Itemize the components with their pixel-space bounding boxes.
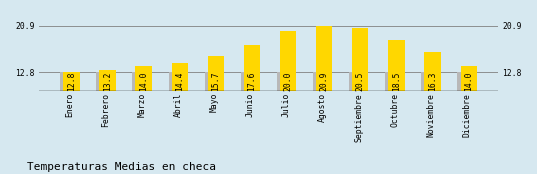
Bar [208, 56, 224, 92]
Text: 14.4: 14.4 [175, 71, 184, 91]
Bar [349, 73, 355, 92]
Bar [424, 52, 441, 92]
Bar [133, 73, 139, 92]
Bar [135, 66, 152, 92]
Bar [458, 73, 464, 92]
Text: 14.0: 14.0 [139, 71, 148, 91]
Text: 20.0: 20.0 [284, 71, 293, 91]
Bar [63, 73, 79, 92]
Bar [277, 73, 284, 92]
Bar [172, 63, 188, 92]
Text: 17.6: 17.6 [248, 71, 257, 91]
Text: 16.3: 16.3 [428, 71, 437, 91]
Bar [385, 73, 392, 92]
Text: 20.5: 20.5 [356, 71, 365, 91]
Bar [352, 28, 368, 92]
Text: 15.7: 15.7 [212, 71, 220, 91]
Bar [280, 31, 296, 92]
Bar [99, 70, 115, 92]
Bar [60, 73, 67, 92]
Text: 14.0: 14.0 [464, 71, 473, 91]
Bar [461, 66, 477, 92]
Bar [388, 40, 404, 92]
Text: 20.9: 20.9 [320, 71, 329, 91]
Text: Temperaturas Medias en checa: Temperaturas Medias en checa [27, 162, 216, 172]
Text: 13.2: 13.2 [103, 71, 112, 91]
Bar [205, 73, 211, 92]
Bar [244, 45, 260, 92]
Text: 12.8: 12.8 [67, 71, 76, 91]
Bar [316, 26, 332, 92]
Bar [169, 73, 175, 92]
Text: 18.5: 18.5 [392, 71, 401, 91]
Bar [241, 73, 247, 92]
Bar [422, 73, 428, 92]
Bar [96, 73, 103, 92]
Bar [313, 73, 320, 92]
